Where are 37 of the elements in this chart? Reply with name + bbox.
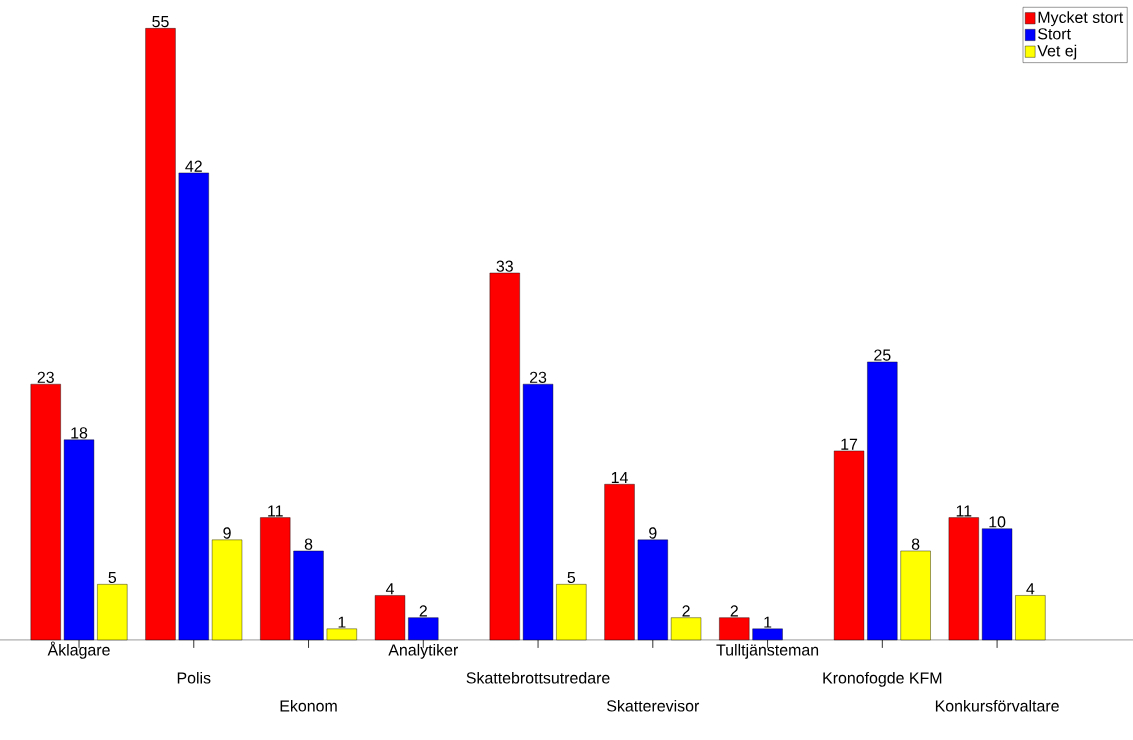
data-label: 4: [1026, 583, 1035, 595]
data-label: 8: [911, 538, 920, 550]
x-tick-label: Åklagare: [47, 641, 110, 659]
data-label: 11: [956, 505, 972, 517]
data-label: 17: [841, 438, 858, 450]
x-tick-label: Analytiker: [388, 643, 459, 659]
data-label: 2: [682, 605, 690, 617]
data-label: 8: [304, 538, 313, 550]
data-label: 25: [874, 349, 891, 361]
data-label: 2: [730, 605, 738, 617]
data-label: 2: [419, 605, 427, 617]
data-label: 9: [223, 527, 231, 539]
data-label: 4: [385, 583, 394, 595]
data-label: 33: [496, 260, 513, 272]
x-tick-label: Ekonom: [280, 699, 337, 712]
x-tick-label: Skatterevisor: [607, 699, 700, 712]
data-label: 11: [268, 505, 283, 517]
data-label: 42: [185, 160, 202, 172]
data-label: 18: [71, 427, 88, 439]
x-tick-label: Tulltjänsteman: [716, 643, 819, 659]
data-label: 5: [108, 572, 117, 584]
data-label: 23: [37, 371, 54, 383]
legend-label: Stort: [1038, 28, 1071, 40]
x-tick-label: Konkursförvaltare: [935, 699, 1059, 712]
data-label: 1: [764, 616, 772, 628]
data-label: 55: [152, 16, 169, 28]
x-tick-label: Skattebrottsutredare: [466, 671, 610, 684]
data-label: 10: [989, 516, 1006, 528]
data-label: 5: [567, 572, 576, 584]
legend-label: Vet ej: [1037, 44, 1077, 60]
x-tick-label: Polis: [177, 671, 211, 684]
data-label: 9: [649, 527, 657, 539]
data-label: 23: [529, 371, 547, 383]
data-label: 14: [611, 472, 628, 484]
legend-label: Mycket stort: [1038, 11, 1124, 27]
data-label: 1: [338, 616, 346, 628]
x-tick-label: Kronofogde KFM: [823, 671, 942, 687]
